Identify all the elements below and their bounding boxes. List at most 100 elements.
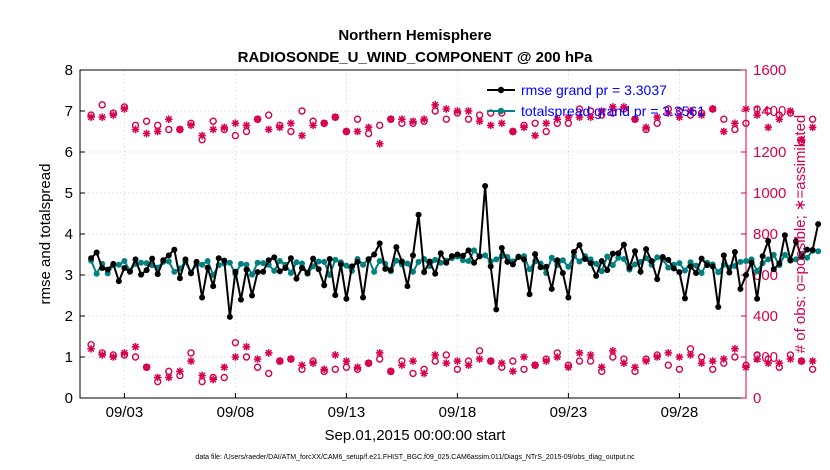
obs-assimilated-marker <box>331 351 340 359</box>
obs-assimilated-marker <box>398 115 406 123</box>
obs-assimilated-marker <box>253 115 262 123</box>
obs-assimilated-marker <box>409 117 417 126</box>
rmse-point <box>593 272 600 279</box>
rmse-point <box>115 278 122 285</box>
obs-assimilated-marker <box>464 361 473 369</box>
obs-assimilated-marker <box>142 129 151 138</box>
totalspread-point <box>260 260 267 267</box>
totalspread-point <box>360 261 367 268</box>
obs-assimilated-marker <box>720 127 728 136</box>
rmse-point <box>781 232 788 239</box>
rmse-point <box>182 256 189 263</box>
rmse-point <box>249 292 256 299</box>
x-tick-label: 09/08 <box>217 404 255 421</box>
obs-assimilated-marker <box>620 359 628 367</box>
obs-assimilated-marker <box>453 107 462 115</box>
obs-assimilated-marker <box>309 359 317 367</box>
totalspread-point <box>804 254 811 261</box>
rmse-point <box>493 306 500 313</box>
obs-assimilated-marker <box>708 357 717 365</box>
totalspread-point <box>687 259 694 266</box>
obs-assimilated-marker <box>442 105 451 113</box>
obs-assimilated-marker <box>209 375 217 384</box>
rmse-point <box>731 249 738 256</box>
obs-assimilated-marker <box>609 103 617 111</box>
rmse-point <box>287 255 294 262</box>
obs-assimilated-marker <box>331 113 340 121</box>
rmse-point <box>126 268 133 275</box>
totalspread-point <box>332 256 339 263</box>
totalspread-point <box>632 261 638 268</box>
obs-assimilated-marker <box>231 353 240 361</box>
obs-assimilated-marker <box>475 117 484 126</box>
obs-possible-marker <box>742 119 750 128</box>
totalspread-point <box>293 259 300 266</box>
rmse-point <box>93 249 100 256</box>
totalspread-point <box>415 258 422 265</box>
obs-assimilated-marker <box>797 357 806 365</box>
totalspread-point <box>321 258 328 265</box>
rmse-point <box>415 211 422 218</box>
totalspread-point <box>199 261 206 268</box>
obs-assimilated-marker <box>209 125 217 134</box>
rmse-point <box>698 255 705 262</box>
rmse-point <box>604 267 611 274</box>
totalspread-point <box>165 258 172 265</box>
obs-assimilated-marker <box>642 123 650 132</box>
rmse-point <box>176 275 183 282</box>
obs-assimilated-marker <box>520 123 528 132</box>
x-axis-label: Sep.01,2015 00:00:00 start <box>325 427 507 444</box>
obs-assimilated-marker <box>753 355 761 363</box>
totalspread-point <box>143 260 150 267</box>
totalspread-point <box>615 254 622 261</box>
obs-assimilated-marker <box>786 355 795 363</box>
totalspread-point <box>815 248 822 255</box>
obs-assimilated-marker <box>187 121 195 130</box>
rmse-point <box>759 253 766 260</box>
rmse-point <box>487 263 494 270</box>
obs-assimilated-marker <box>253 355 262 363</box>
obs-assimilated-marker <box>775 115 784 123</box>
obs-possible-marker <box>520 365 528 373</box>
obs-possible-marker <box>131 353 140 361</box>
obs-assimilated-marker <box>231 119 240 128</box>
obs-possible-marker <box>542 127 550 136</box>
rmse-point <box>360 294 367 301</box>
obs-possible-marker <box>709 365 717 373</box>
obs-assimilated-marker <box>242 342 251 351</box>
rmse-point <box>804 246 811 253</box>
obs-assimilated-marker <box>553 115 562 123</box>
rmse-point <box>271 254 278 261</box>
y2-tick-label: 400 <box>753 308 778 325</box>
obs-assimilated-marker <box>431 351 439 359</box>
y2-tick-label: 1000 <box>753 185 786 202</box>
totalspread-point <box>654 254 661 261</box>
rmse-point <box>254 269 261 276</box>
rmse-point <box>443 259 450 266</box>
rmse-point <box>293 275 300 282</box>
totalspread-point <box>276 258 283 265</box>
totalspread-point <box>737 258 744 265</box>
y-tick-label: 5 <box>65 185 73 202</box>
obs-assimilated-marker <box>642 357 650 365</box>
obs-assimilated-marker <box>387 367 395 376</box>
obs-possible-marker <box>575 357 584 365</box>
obs-assimilated-marker <box>475 355 484 363</box>
totalspread-point <box>754 267 761 274</box>
rmse-point <box>626 264 633 271</box>
obs-assimilated-marker <box>597 107 606 115</box>
totalspread-point <box>765 256 772 263</box>
totalspread-point <box>465 258 472 265</box>
totalspread-point <box>249 271 256 278</box>
rmse-point <box>498 244 505 251</box>
totalspread-point <box>620 256 627 263</box>
y2-tick-label: 1200 <box>753 144 786 161</box>
obs-possible-marker <box>697 353 706 361</box>
obs-possible-marker <box>198 377 206 386</box>
obs-assimilated-marker <box>520 353 528 361</box>
rmse-point <box>371 251 378 258</box>
obs-assimilated-marker <box>464 107 473 115</box>
obs-assimilated-marker <box>420 369 428 378</box>
obs-assimilated-marker <box>720 355 728 363</box>
obs-possible-marker <box>409 369 417 378</box>
